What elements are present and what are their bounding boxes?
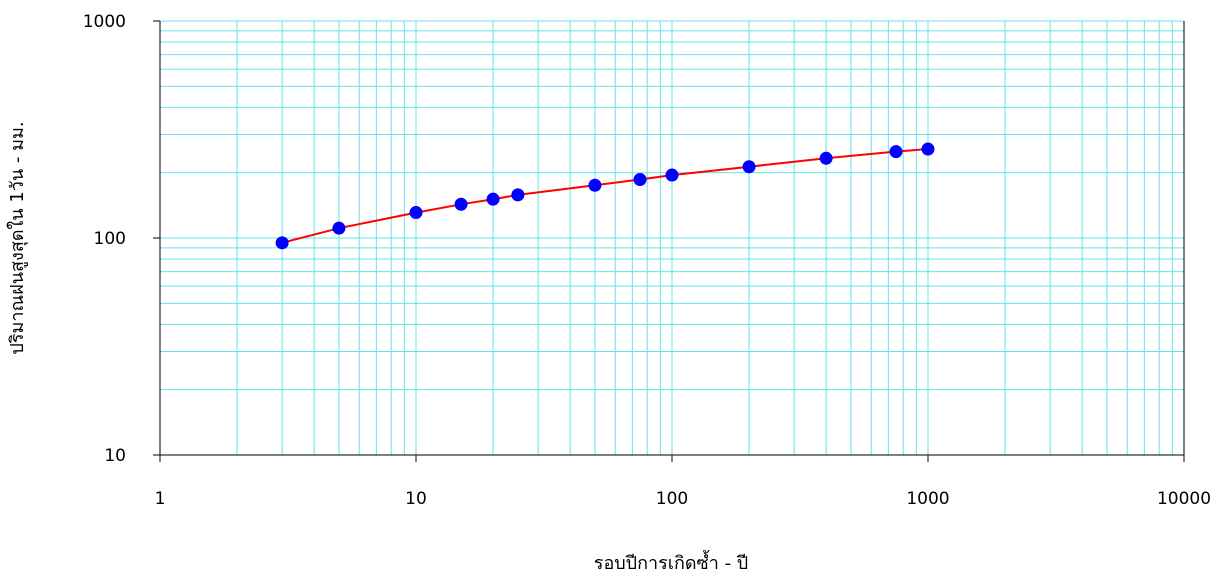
- data-point: [889, 145, 903, 159]
- y-tick-label: 1000: [83, 12, 126, 32]
- data-point: [511, 188, 525, 202]
- data-point: [588, 178, 602, 192]
- y-tick-label: 10: [104, 446, 126, 466]
- x-tick-label: 10: [405, 489, 427, 509]
- data-point: [275, 236, 289, 250]
- tick-labels: 1 10 100 1000 10000 10 100 1000: [83, 12, 1211, 509]
- data-point: [633, 173, 647, 187]
- data-point: [921, 142, 935, 156]
- data-point: [742, 160, 756, 174]
- y-tick-label: 100: [94, 229, 126, 249]
- data-point: [409, 206, 423, 220]
- x-tick-label: 1: [155, 489, 166, 509]
- data-point: [486, 192, 500, 206]
- data-point: [454, 197, 468, 211]
- x-tick-label: 100: [656, 489, 688, 509]
- data-point: [665, 168, 679, 182]
- x-axis-title: รอบปีการเกิดซ้ำ - ปี: [594, 550, 748, 574]
- x-tick-label: 1000: [906, 489, 949, 509]
- grid-lines: [160, 20, 1184, 455]
- y-axis-title: ปริมาณฝนสูงสุดใน 1วัน - มม.: [6, 121, 28, 354]
- data-point: [332, 221, 346, 235]
- x-tick-label: 10000: [1157, 489, 1211, 509]
- data-series: [275, 142, 935, 250]
- axes: [153, 20, 1185, 462]
- series-line: [281, 148, 929, 244]
- data-point: [819, 151, 833, 165]
